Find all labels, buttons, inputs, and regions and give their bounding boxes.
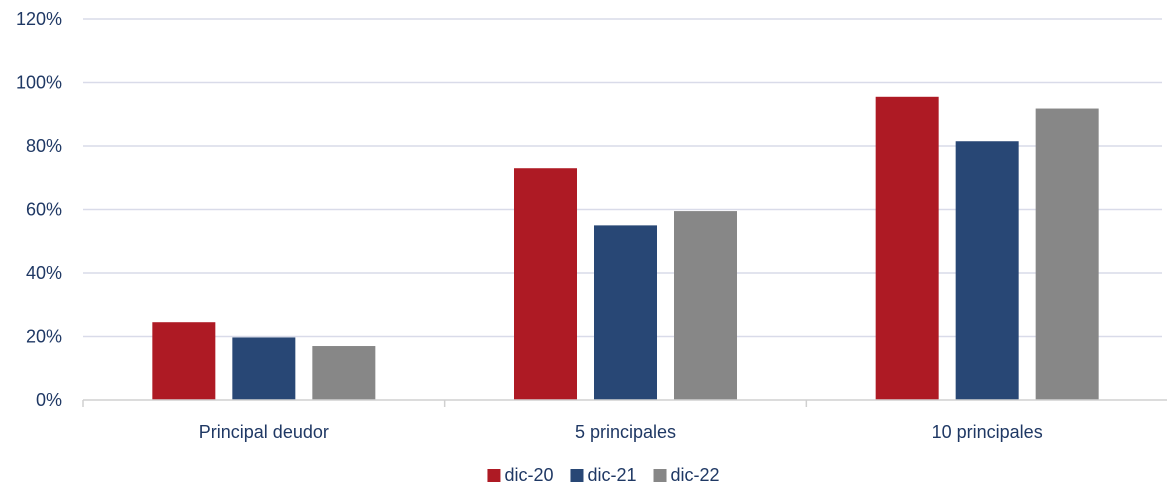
legend-swatch: [487, 469, 501, 482]
category-label: Principal deudor: [199, 422, 329, 442]
bar-dic-20-1: [514, 168, 577, 400]
y-axis-tick-labels: 0% 20% 40% 60% 80% 100% 120%: [16, 9, 62, 410]
y-tick-label: 120%: [16, 9, 62, 29]
bar-dic-21-1: [594, 225, 657, 400]
legend-swatch: [653, 469, 667, 482]
y-tick-label: 40%: [26, 263, 62, 283]
category-label: 5 principales: [575, 422, 676, 442]
legend: dic-20 dic-21 dic-22: [487, 465, 720, 485]
legend-item: dic-22: [653, 465, 720, 485]
y-tick-label: 100%: [16, 73, 62, 93]
legend-label: dic-21: [587, 465, 636, 485]
legend-item: dic-20: [487, 465, 553, 485]
bar-dic-22-0: [312, 346, 376, 400]
bar-dic-21-0: [232, 337, 296, 400]
legend-label: dic-20: [504, 465, 553, 485]
x-axis-category-labels: Principal deudor 5 principales 10 principa…: [199, 422, 1043, 442]
bar-dic-21-2: [955, 141, 1019, 401]
y-tick-label: 20%: [26, 327, 62, 347]
category-label: 10 principales: [932, 422, 1043, 442]
y-tick-label: 80%: [26, 136, 62, 156]
y-tick-label: 0%: [36, 390, 62, 410]
legend-swatch: [570, 469, 584, 482]
bar-dic-20-2: [875, 96, 939, 400]
bar-dic-22-1: [674, 211, 737, 400]
bar-dic-22-2: [1035, 108, 1099, 400]
y-tick-label: 60%: [26, 200, 62, 220]
bar-dic-20-0: [152, 322, 216, 400]
bars: [152, 96, 1099, 401]
legend-label: dic-22: [671, 465, 720, 485]
legend-item: dic-21: [570, 465, 637, 485]
x-axis: [82, 399, 1167, 407]
